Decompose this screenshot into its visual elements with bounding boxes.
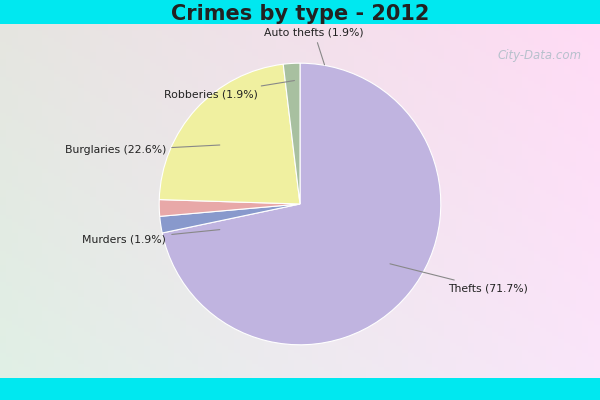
Wedge shape	[162, 63, 441, 345]
Wedge shape	[159, 64, 300, 204]
Text: Robberies (1.9%): Robberies (1.9%)	[164, 80, 295, 99]
Wedge shape	[283, 63, 300, 204]
Text: Thefts (71.7%): Thefts (71.7%)	[390, 264, 528, 294]
Wedge shape	[160, 204, 300, 233]
Text: Burglaries (22.6%): Burglaries (22.6%)	[65, 145, 220, 156]
Text: Auto thefts (1.9%): Auto thefts (1.9%)	[264, 27, 364, 65]
Wedge shape	[159, 200, 300, 216]
Text: Crimes by type - 2012: Crimes by type - 2012	[171, 4, 429, 24]
Text: Murders (1.9%): Murders (1.9%)	[82, 230, 220, 244]
Text: City-Data.com: City-Data.com	[498, 49, 582, 62]
